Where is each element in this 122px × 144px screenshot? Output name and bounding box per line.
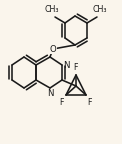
Text: F: F bbox=[60, 98, 64, 107]
Text: N: N bbox=[63, 60, 70, 70]
Text: N: N bbox=[47, 89, 53, 98]
Text: O: O bbox=[50, 44, 56, 54]
Text: F: F bbox=[88, 98, 92, 107]
Text: F: F bbox=[74, 63, 78, 72]
Text: CH₃: CH₃ bbox=[45, 5, 59, 14]
Text: CH₃: CH₃ bbox=[93, 5, 107, 14]
